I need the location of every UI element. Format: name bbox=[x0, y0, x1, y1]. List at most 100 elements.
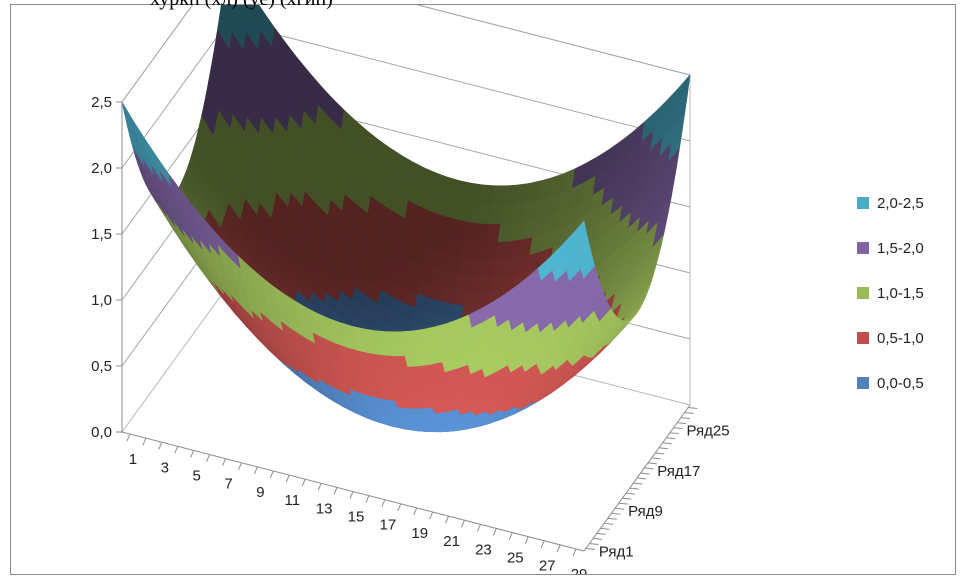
y-tick-mark bbox=[636, 477, 647, 480]
x-tick-mark bbox=[461, 520, 465, 528]
x-tick-label: 27 bbox=[539, 558, 556, 574]
y-tick-label: Ряд25 bbox=[687, 423, 730, 440]
legend-swatch bbox=[857, 332, 869, 344]
x-tick-label: 9 bbox=[256, 484, 264, 501]
legend-item: 1,5-2,0 bbox=[857, 238, 924, 258]
legend-label: 2,0-2,5 bbox=[877, 194, 924, 212]
x-tick-mark bbox=[572, 548, 577, 557]
legend-item: 0,0-0,5 bbox=[857, 373, 924, 393]
x-tick-label: 19 bbox=[411, 525, 428, 542]
x-tick-label: 3 bbox=[161, 459, 169, 476]
x-tick-mark bbox=[381, 499, 386, 507]
x-tick-mark bbox=[126, 433, 131, 442]
surface-facet bbox=[121, 101, 137, 134]
x-tick-label: 5 bbox=[193, 467, 201, 484]
x-tick-mark bbox=[253, 466, 258, 475]
z-axis-ticks: 0,0 0,5 1,0 1,5 2,0 2,5 bbox=[91, 94, 122, 441]
z-tick-label: 0,5 bbox=[91, 358, 112, 375]
z-tick-label: 1,0 bbox=[91, 292, 112, 309]
y-tick-mark bbox=[585, 547, 595, 550]
y-tick-mark bbox=[633, 482, 643, 485]
x-tick-label: 7 bbox=[224, 476, 232, 493]
surface-plot: 0,00,51,01,52,02,5 1 3 5 7 9 11 13 15 17 19 21 23 25… bbox=[91, 5, 730, 574]
x-tick-label: 17 bbox=[380, 517, 397, 534]
x-tick-label: 13 bbox=[316, 500, 333, 517]
x-tick-mark bbox=[222, 458, 227, 466]
y-tick-mark bbox=[680, 417, 690, 420]
x-tick-mark bbox=[333, 487, 338, 495]
gridline bbox=[121, 5, 691, 103]
x-tick-mark bbox=[269, 470, 274, 479]
legend-item: 0,5-1,0 bbox=[857, 328, 924, 348]
y-tick-mark bbox=[593, 537, 603, 540]
x-tick-mark bbox=[429, 511, 434, 520]
legend-label: 0,0-0,5 bbox=[877, 374, 924, 392]
x-tick-label: 29 bbox=[571, 566, 588, 574]
legend-swatch bbox=[857, 287, 869, 299]
y-axis-ticks: Ряд1 Ряд9 Ряд17 Ряд25 bbox=[585, 407, 730, 560]
legend-swatch bbox=[857, 242, 869, 254]
y-tick-mark bbox=[644, 467, 654, 470]
legend-swatch bbox=[857, 377, 869, 389]
x-tick-label: 21 bbox=[443, 533, 460, 550]
y-tick-mark bbox=[662, 442, 672, 445]
z-tick-label: 2,5 bbox=[91, 94, 112, 111]
x-tick-mark bbox=[540, 540, 545, 548]
y-tick-mark bbox=[651, 457, 661, 460]
legend-swatch bbox=[857, 197, 869, 209]
x-tick-mark bbox=[508, 532, 513, 540]
x-tick-label: 23 bbox=[475, 541, 492, 558]
y-tick-mark bbox=[611, 512, 621, 515]
y-tick-mark bbox=[596, 532, 606, 535]
x-tick-label: 15 bbox=[348, 509, 365, 526]
y-tick-mark bbox=[666, 437, 676, 440]
x-tick-mark bbox=[301, 478, 306, 487]
x-tick-mark bbox=[445, 515, 450, 524]
x-tick-mark bbox=[174, 446, 179, 454]
y-tick-mark bbox=[622, 497, 632, 500]
legend-item: 2,0-2,5 bbox=[857, 193, 924, 213]
x-tick-mark bbox=[492, 528, 497, 536]
clipped-heading-text: хуркп (хл) (уе) (хгйп) bbox=[150, 0, 333, 11]
x-tick-mark bbox=[556, 544, 561, 553]
x-tick-mark bbox=[476, 524, 481, 532]
x-tick-mark bbox=[238, 462, 242, 470]
x-tick-label: 25 bbox=[507, 550, 524, 567]
y-tick-mark bbox=[640, 472, 650, 475]
y-tick-mark bbox=[655, 452, 665, 455]
legend-label: 1,0-1,5 bbox=[877, 284, 924, 302]
z-tick-label: 1,5 bbox=[91, 226, 112, 243]
y-tick-mark bbox=[589, 542, 599, 545]
x-tick-label: 1 bbox=[129, 451, 137, 468]
y-tick-mark bbox=[629, 487, 639, 490]
legend: 2,0-2,5 1,5-2,0 1,0-1,5 0,5-1,0 0,0-0,5 bbox=[857, 193, 924, 418]
x-tick-mark bbox=[190, 450, 195, 458]
x-tick-label: 11 bbox=[284, 492, 300, 509]
x-tick-mark bbox=[365, 495, 370, 503]
surface bbox=[121, 5, 691, 433]
x-tick-mark bbox=[158, 442, 163, 450]
y-tick-label: Ряд17 bbox=[657, 463, 700, 480]
y-tick-mark bbox=[600, 527, 610, 530]
legend-label: 0,5-1,0 bbox=[877, 329, 924, 347]
y-tick-mark bbox=[615, 507, 625, 510]
x-tick-mark bbox=[397, 503, 402, 512]
y-tick-mark bbox=[604, 522, 614, 525]
y-tick-mark bbox=[673, 427, 683, 430]
y-tick-label: Ряд1 bbox=[599, 543, 634, 560]
legend-item: 1,0-1,5 bbox=[857, 283, 924, 303]
x-tick-mark bbox=[142, 437, 147, 446]
x-tick-mark bbox=[285, 474, 290, 483]
y-tick-mark bbox=[647, 462, 658, 465]
x-tick-mark bbox=[524, 536, 529, 544]
x-tick-mark bbox=[317, 483, 322, 491]
legend-label: 1,5-2,0 bbox=[877, 239, 924, 257]
z-tick-label: 2,0 bbox=[91, 160, 112, 177]
z-tick-label: 0,0 bbox=[91, 424, 112, 441]
y-tick-mark bbox=[618, 502, 628, 505]
y-tick-mark bbox=[677, 422, 687, 425]
x-axis-ticks: 1357911131517192123252729 bbox=[126, 433, 588, 574]
y-tick-mark bbox=[607, 517, 617, 520]
y-tick-mark bbox=[669, 432, 679, 435]
y-tick-label: Ряд9 bbox=[628, 503, 663, 520]
